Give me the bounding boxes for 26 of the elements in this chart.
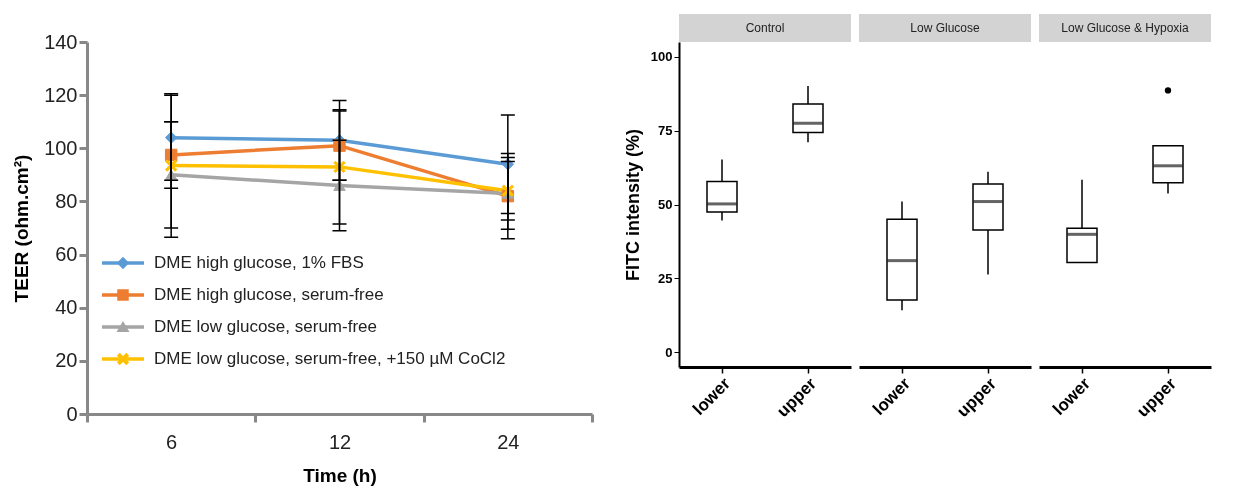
y-tick-label: 20 (55, 349, 78, 372)
legend-label: DME high glucose, 1% FBS (154, 253, 364, 272)
y-tick-label: 100 (650, 49, 673, 65)
x-tick-label: 6 (166, 430, 178, 453)
chart-title: Low Glucose & Hypoxia (1061, 21, 1190, 35)
chart-title: Low Glucose (910, 21, 981, 35)
x-axis-title: Time (h) (303, 464, 377, 486)
y-tick-label: 60 (55, 243, 78, 266)
legend-label: DME high glucose, serum-free (154, 285, 384, 304)
legend-label: DME low glucose, serum-free, +150 µM CoCl2 (154, 349, 506, 368)
y-axis-title: FITC intensity (%) (622, 129, 643, 281)
y-tick-label: 40 (55, 296, 78, 319)
y-tick-label: 80 (55, 189, 78, 212)
y-axis-title: TEER (ohm.cm²) (11, 154, 33, 303)
y-tick-label: 25 (658, 270, 673, 286)
y-tick-label: 140 (44, 30, 78, 53)
chart-title: Control (745, 21, 785, 35)
x-tick-label: 24 (497, 430, 520, 453)
x-tick-label: 12 (328, 430, 352, 453)
y-tick-label: 0 (66, 402, 78, 425)
legend-label: DME low glucose, serum-free (154, 317, 377, 336)
y-tick-label: 100 (44, 136, 78, 159)
y-tick-label: 50 (658, 197, 673, 212)
y-tick-label: 0 (665, 344, 673, 360)
y-tick-label: 120 (44, 83, 78, 106)
y-tick-label: 75 (658, 123, 673, 139)
